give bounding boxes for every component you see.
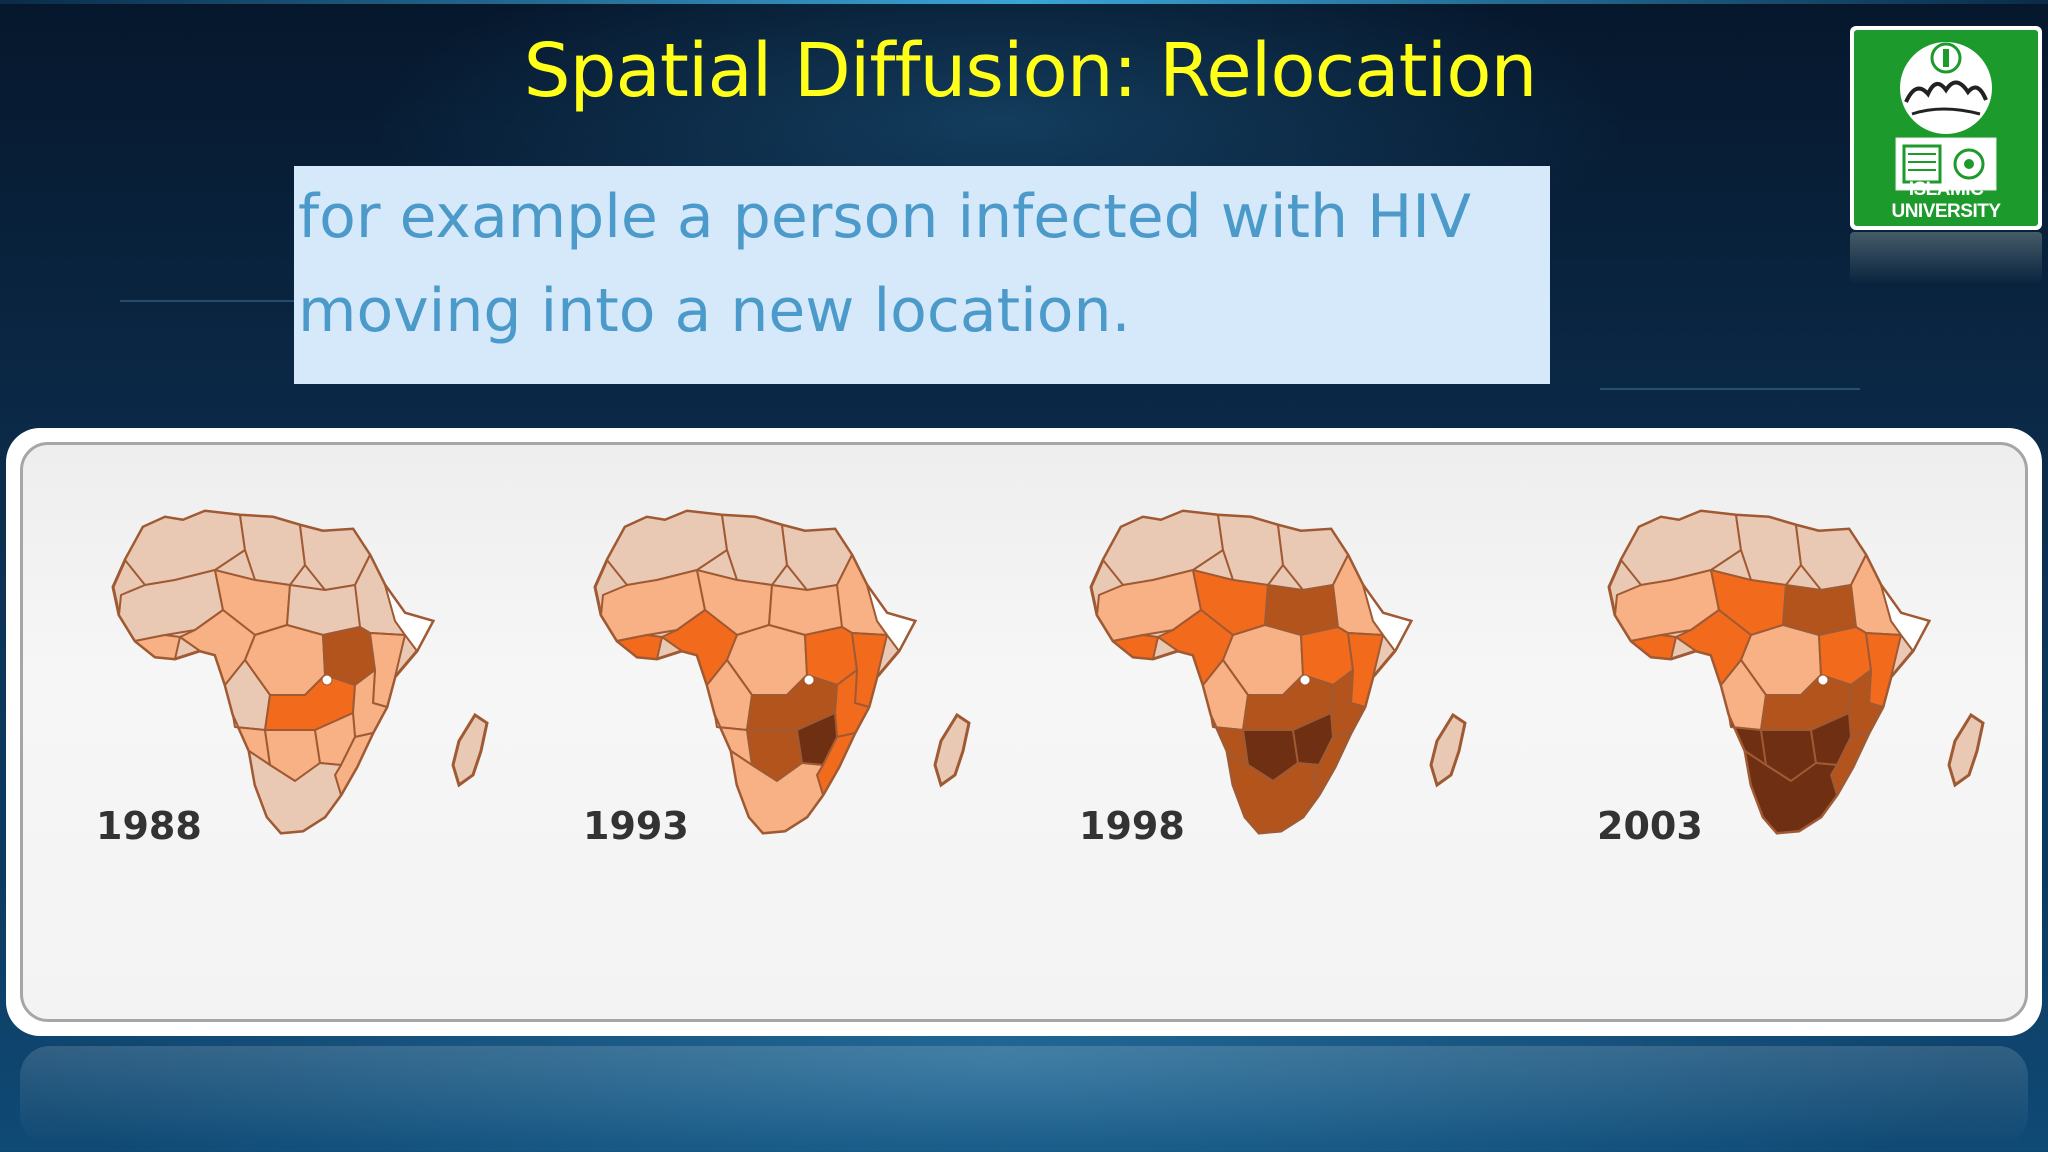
country-region-3 — [600, 569, 706, 642]
africa-map-1998 — [1089, 509, 1467, 835]
lake-victoria — [1299, 674, 1311, 686]
lake-victoria — [1817, 674, 1829, 686]
background-streak — [1600, 388, 1860, 390]
africa-map-1988 — [111, 509, 489, 835]
university-logo: ISLAMIC UNIVERSITY — [1850, 26, 2042, 230]
country-region-19 — [730, 750, 824, 834]
africa-map-1993 — [593, 509, 971, 835]
country-region-1 — [1735, 514, 1802, 586]
country-region-1 — [239, 514, 306, 586]
body-line-2: moving into a new location. — [298, 276, 1131, 346]
background-streak — [120, 300, 340, 302]
islamic-university-crest-icon — [1895, 42, 1997, 191]
lake-victoria — [321, 674, 333, 686]
africa-map-2003 — [1607, 509, 1985, 835]
africa-hiv-maps — [111, 509, 1985, 835]
country-region-4 — [1614, 614, 1677, 660]
year-label-1993: 1993 — [583, 804, 689, 848]
country-region-4 — [1096, 614, 1159, 660]
year-label-2003: 2003 — [1597, 804, 1703, 848]
logo-background: ISLAMIC UNIVERSITY — [1854, 30, 2038, 226]
country-region-1 — [721, 514, 788, 586]
logo-reflection — [1850, 232, 2042, 284]
country-region-19 — [1744, 750, 1838, 834]
panel-reflection — [20, 1046, 2028, 1146]
country-region-3 — [1614, 569, 1720, 642]
country-region-4 — [600, 614, 663, 660]
year-label-1998: 1998 — [1079, 804, 1185, 848]
logo-caption: ISLAMIC UNIVERSITY — [1891, 179, 2001, 222]
madagascar — [451, 712, 489, 788]
top-accent-line — [0, 0, 2048, 4]
horn-of-africa-coast — [866, 584, 917, 653]
year-label-1988: 1988 — [96, 804, 202, 848]
country-region-19 — [248, 750, 342, 834]
maps-panel-frame: 1988 1993 1998 2003 — [20, 442, 2028, 1022]
slide-title: Spatial Diffusion: Relocation — [523, 28, 1538, 114]
example-text-box: for example a person infected with HIV m… — [294, 166, 1550, 384]
body-line-1: for example a person infected with HIV — [298, 182, 1472, 252]
country-region-3 — [1096, 569, 1202, 642]
horn-of-africa-coast — [384, 584, 435, 653]
country-region-4 — [118, 614, 181, 660]
horn-of-africa-coast — [1362, 584, 1413, 653]
madagascar — [1947, 712, 1985, 788]
country-region-3 — [118, 569, 224, 642]
madagascar — [1429, 712, 1467, 788]
maps-panel: 1988 1993 1998 2003 — [6, 428, 2042, 1036]
country-region-19 — [1226, 750, 1320, 834]
country-region-1 — [1217, 514, 1284, 586]
lake-victoria — [803, 674, 815, 686]
madagascar — [933, 712, 971, 788]
horn-of-africa-coast — [1880, 584, 1931, 653]
